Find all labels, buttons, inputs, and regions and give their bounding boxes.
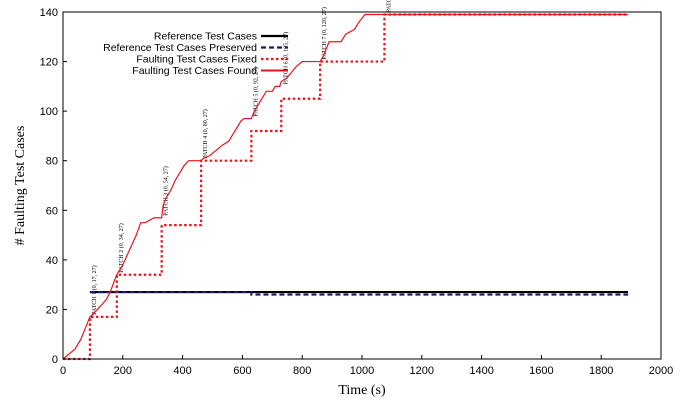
axis-ticks: 0 200 400 600 800 1000 1200 1400 1600 1800 2000 0 20…	[40, 7, 674, 377]
y-tick-label: 40	[46, 255, 58, 267]
legend-label: Faulting Test Cases Found	[132, 65, 257, 77]
x-tick-label: 400	[173, 365, 191, 377]
y-tick-label: 60	[46, 205, 58, 217]
y-tick-label: 100	[40, 106, 58, 118]
y-axis-label: # Faulting Test Cases	[13, 126, 28, 246]
x-tick-label: 2000	[649, 365, 673, 377]
x-tick-label: 1800	[589, 365, 613, 377]
y-tick-label: 140	[40, 7, 58, 19]
legend-label: Reference Test Cases	[154, 31, 257, 43]
series-line-faulting-test-cases-fixed	[63, 13, 629, 361]
y-tick-label: 120	[40, 57, 58, 69]
patch-annotation: PATCH 4 (0, 80, 27)	[202, 109, 209, 158]
x-tick-label: 1400	[469, 365, 493, 377]
x-tick-label: 800	[293, 365, 311, 377]
x-tick-label: 1600	[529, 365, 553, 377]
x-axis-label: Time (s)	[338, 383, 386, 398]
legend-label: Faulting Test Cases Fixed	[136, 54, 257, 66]
y-tick-label: 80	[46, 156, 58, 168]
series-line-reference-test-cases-preserved	[89, 290, 629, 296]
patch-annotation: PATCH 2 (0, 34, 27)	[118, 223, 125, 272]
patch-annotation: PATCH 1 (0, 17, 27)	[91, 265, 98, 314]
x-tick-label: 1200	[410, 365, 434, 377]
series-line-faulting-test-cases-found	[62, 13, 629, 360]
series-layer	[62, 13, 629, 361]
x-tick-label: 200	[114, 365, 132, 377]
x-tick-label: 0	[60, 365, 66, 377]
x-tick-label: 1000	[350, 365, 374, 377]
patch-annotation: PATCH 7 (0, 120, 27)	[321, 7, 328, 59]
legend-label: Reference Test Cases Preserved	[103, 42, 257, 54]
patch-annotation: PATCH 6 (0, 105, 27)	[282, 32, 289, 84]
y-tick-label: 0	[52, 354, 58, 366]
x-tick-label: 600	[233, 365, 251, 377]
y-tick-label: 20	[46, 304, 58, 316]
patch-annotation: PATCH 3 (0, 54, 27)	[163, 166, 170, 215]
patch-annotation: PATCH 5 (0, 92, 27)	[252, 67, 259, 116]
patch-annotation: PATCH 8 (0, 139, 26)	[385, 0, 392, 12]
patch-annotations: PATCH 1 (0, 17, 27) PATCH 2 (0, 34, 27) PA…	[91, 0, 393, 315]
